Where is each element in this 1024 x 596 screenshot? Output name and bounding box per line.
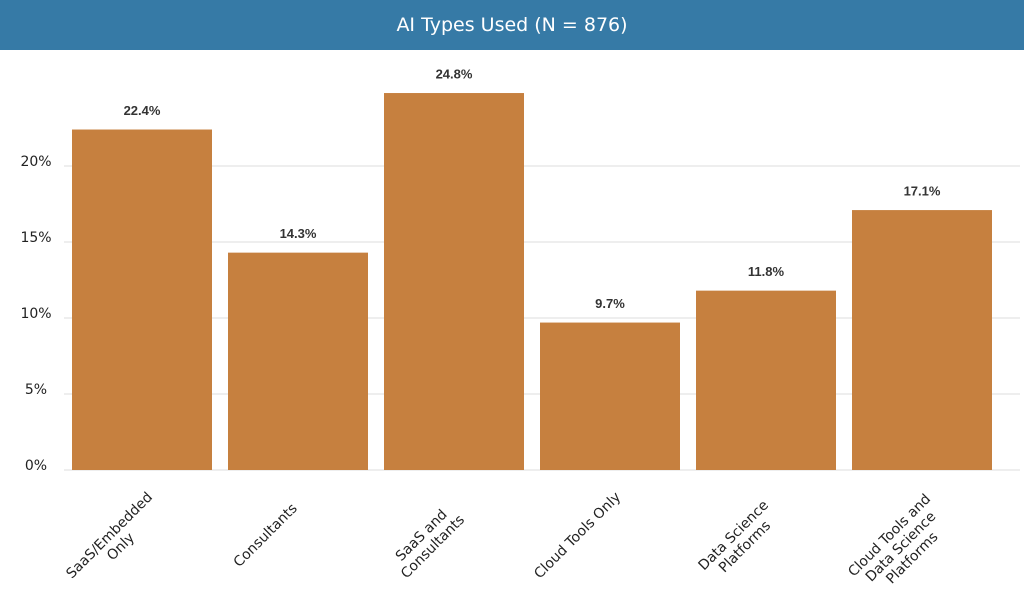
chart-title: AI Types Used (N = 876)	[0, 0, 1024, 50]
data-label: 17.1%	[904, 184, 941, 199]
data-label: 9.7%	[595, 296, 625, 311]
bar	[540, 322, 680, 470]
data-label: 24.8%	[436, 66, 473, 81]
bar	[72, 129, 212, 470]
bar	[852, 210, 992, 470]
data-label: 11.8%	[748, 264, 785, 279]
y-tick-label: 15%	[20, 230, 51, 246]
y-tick-label: 0%	[25, 458, 47, 474]
bar	[384, 93, 524, 470]
bar	[228, 252, 368, 470]
y-tick-label: 5%	[25, 382, 47, 398]
bar	[696, 290, 836, 470]
y-tick-label: 20%	[20, 154, 51, 170]
data-label: 22.4%	[124, 103, 161, 118]
data-label: 14.3%	[280, 226, 317, 241]
y-tick-label: 10%	[20, 306, 51, 322]
